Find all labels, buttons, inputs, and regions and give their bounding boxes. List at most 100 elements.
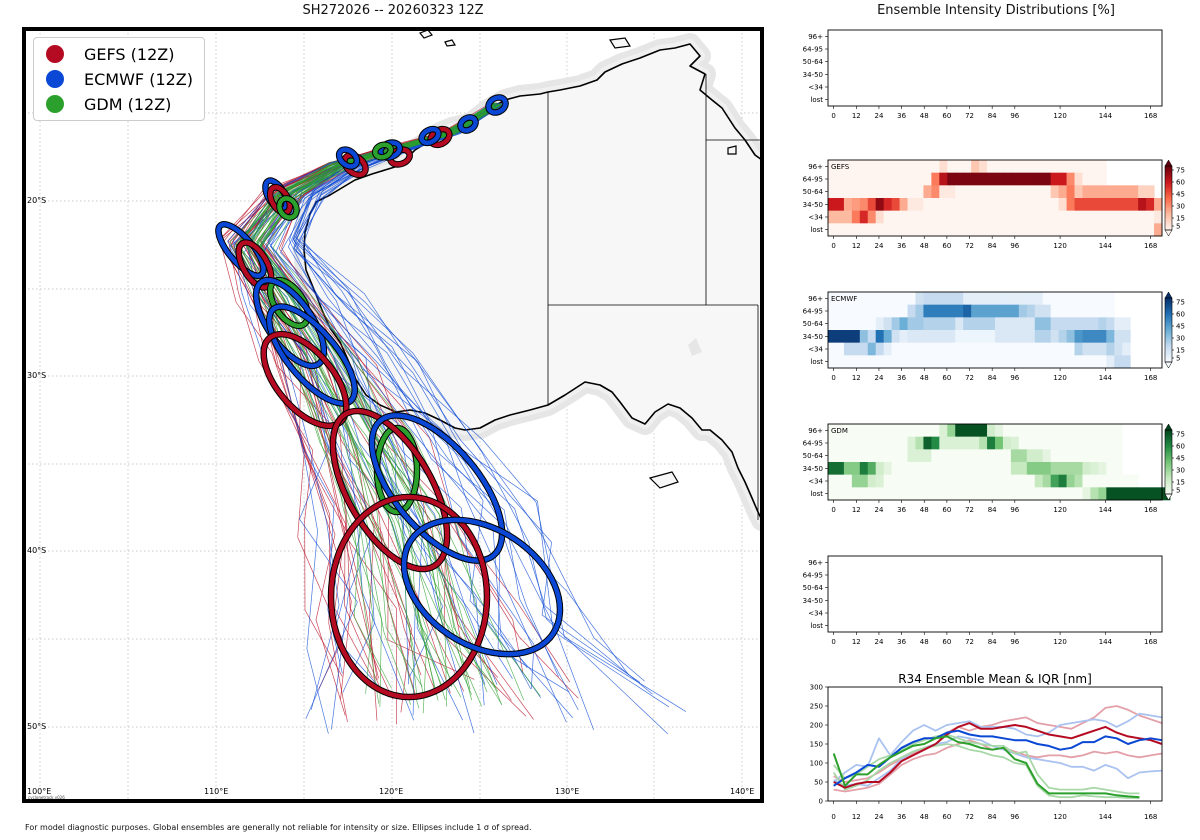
heatmap-cell [867, 487, 877, 501]
heatmap-cell [843, 449, 853, 463]
row-label: <34 [808, 610, 823, 618]
heatmap-cell [1106, 223, 1115, 237]
heatmap-cell [828, 198, 837, 211]
heatmap-cell [883, 160, 893, 173]
heatmap-cell [1138, 185, 1147, 199]
heatmap-cell [1034, 462, 1044, 475]
heatmap-cell [1050, 355, 1060, 369]
colorbar-segment [1165, 438, 1172, 440]
lon-label-110: 110°E [204, 787, 229, 796]
row-label: 34-50 [803, 201, 823, 209]
x-tick-label: 144 [1099, 112, 1113, 120]
heatmap-cell [1090, 210, 1099, 224]
heatmap-cell [1066, 160, 1076, 173]
legend-label-ecmwf: ECMWF (12Z) [84, 69, 193, 89]
colorbar-segment [1165, 302, 1172, 305]
heatmap-cell [971, 185, 980, 199]
heatmap-cell [1010, 330, 1020, 343]
x-tick-label: 72 [965, 242, 974, 250]
heatmap-cell [1050, 160, 1060, 173]
panel-frame [827, 29, 1163, 107]
heatmap-cell [1010, 449, 1020, 463]
heatmap-cell [987, 436, 996, 450]
heatmap-cell [1018, 172, 1028, 186]
heatmap-cell [939, 292, 948, 305]
colorbar-segment [1165, 358, 1172, 361]
heatmap-cell [947, 292, 956, 305]
heatmap-cell [923, 304, 932, 318]
heatmap-cell [828, 487, 837, 501]
heatmap-cell [979, 185, 988, 199]
heatmap-cell [843, 330, 853, 343]
heatmap-cell [891, 342, 901, 356]
heatmap-cell [1034, 449, 1044, 463]
heatmap-cell [835, 185, 845, 199]
colorbar-segment [1165, 204, 1172, 207]
heatmap-cell [1114, 342, 1123, 356]
heatmap-cell [851, 436, 861, 450]
heatmap-cell [923, 436, 932, 450]
heatmap-cell [1074, 355, 1083, 369]
x-tick-label: 12 [852, 112, 861, 120]
colorbar-segment [1165, 431, 1172, 434]
colorbar-segment [1165, 322, 1172, 324]
legend-item-gefs: GEFS (12Z) [46, 43, 174, 65]
heatmap-cell [1050, 330, 1060, 343]
colorbar-segment [1165, 310, 1172, 313]
row-label: 34-50 [803, 597, 823, 605]
heatmap-cell [971, 355, 980, 369]
heatmap-cell [1114, 317, 1123, 331]
heatmap-cell [835, 449, 845, 463]
heatmap-cell [979, 160, 988, 173]
x-tick-label: 12 [852, 242, 861, 250]
heatmap-cell [891, 160, 901, 173]
heatmap-cell [851, 474, 861, 488]
heatmap-cell [1018, 198, 1028, 211]
r34-series-line [832, 743, 1140, 799]
heatmap-cell [1138, 210, 1147, 224]
heatmap-cell [899, 487, 909, 501]
heatmap-cell [1050, 424, 1060, 437]
heatmap-cell [907, 355, 916, 369]
heatmap-cell [907, 210, 916, 224]
heatmap-cell [891, 304, 901, 318]
x-tick-label: 60 [942, 813, 951, 821]
heatmap-cell [899, 160, 909, 173]
heatmap-cell [899, 436, 909, 450]
x-tick-label: 72 [965, 112, 974, 120]
heatmap-cell [891, 487, 901, 501]
heatmap-cell [931, 424, 940, 437]
heatmap-cell [1018, 436, 1028, 450]
heatmap-cell [1130, 474, 1139, 488]
heatmap-cell [1122, 185, 1131, 199]
heatmap-cell [979, 223, 988, 237]
heatmap-cell [1010, 317, 1020, 331]
heatmap-cell [915, 223, 924, 237]
heatmap-cell [1026, 462, 1036, 475]
heatmap-cell [1082, 304, 1091, 318]
heatmap-cell [971, 210, 980, 224]
heatmap-cell [1058, 185, 1068, 199]
colorbar-segment [1165, 452, 1172, 455]
colorbar-segment [1165, 225, 1172, 228]
x-tick-label: 36 [897, 506, 906, 514]
colorbar-segment [1165, 481, 1172, 484]
heatmap-cell [915, 462, 924, 475]
heatmap-cell [1002, 330, 1012, 343]
heatmap-cell [828, 317, 837, 331]
heatmap-cell [1026, 223, 1036, 237]
row-label: 50-64 [803, 58, 824, 66]
heatmap-cell [979, 317, 988, 331]
heatmap-cell [875, 424, 885, 437]
heatmap-cell [939, 304, 948, 318]
x-tick-label: 0 [831, 638, 835, 646]
x-tick-label: 168 [1144, 112, 1157, 120]
row-label: <34 [808, 214, 823, 222]
heatmap-cell [1018, 355, 1028, 369]
row-label: lost [810, 96, 823, 104]
heatmap-cell [1090, 160, 1099, 173]
heatmap-cell [867, 355, 877, 369]
heatmap-cell [931, 210, 940, 224]
heatmap-cell [995, 317, 1004, 331]
heatmap-cell [915, 330, 924, 343]
